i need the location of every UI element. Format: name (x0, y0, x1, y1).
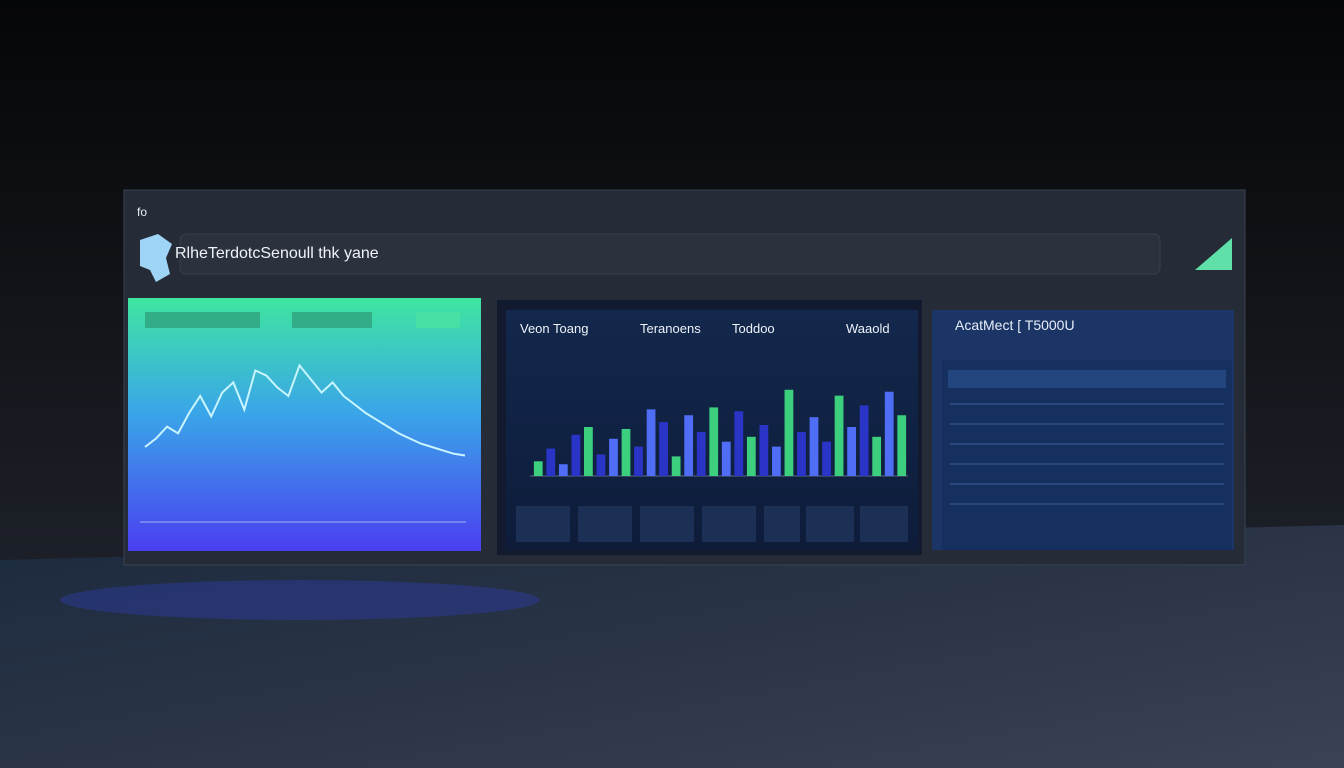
bar (872, 436, 882, 476)
bar (709, 407, 719, 476)
bar (659, 422, 668, 476)
card (640, 506, 694, 542)
bar (696, 431, 706, 476)
bar (834, 395, 844, 476)
card (764, 506, 800, 542)
floor (0, 525, 1344, 768)
bar (847, 427, 856, 476)
card (516, 506, 570, 542)
bar (759, 425, 769, 476)
card (806, 506, 854, 542)
right-table (942, 360, 1232, 550)
bar (897, 415, 907, 476)
bar (646, 409, 656, 476)
corner-icon (1195, 238, 1232, 270)
bar (546, 448, 556, 476)
bar (734, 411, 744, 476)
bar (684, 415, 694, 476)
floor-glow (60, 580, 540, 620)
bar (822, 441, 831, 476)
bar (746, 436, 756, 476)
bar (772, 446, 781, 476)
line (144, 363, 466, 457)
logo (140, 234, 172, 282)
card (702, 506, 756, 542)
heading-group: Veon Toang Teranoens Toddoo Waaold (520, 321, 890, 336)
bar (884, 391, 894, 476)
bar (533, 461, 543, 476)
panel-heading: Teranoens (640, 321, 701, 336)
table-rows (950, 403, 1224, 505)
card (860, 506, 908, 542)
bar (634, 446, 643, 476)
bar (621, 428, 631, 476)
bar (609, 438, 618, 476)
panel-heading: Veon Toang (520, 321, 588, 336)
panel-heading: Toddoo (732, 321, 775, 336)
bar (859, 405, 869, 476)
bar (809, 417, 819, 476)
left-tab (416, 312, 460, 328)
panel-heading: Waaold (846, 321, 890, 336)
bar (784, 389, 794, 476)
bar (671, 456, 681, 476)
card-row (516, 506, 908, 542)
left-tab (145, 312, 260, 328)
left-panel (128, 298, 481, 551)
bar (596, 454, 606, 476)
bar (584, 427, 593, 476)
card (578, 506, 632, 542)
bar (797, 431, 806, 476)
right-table-header (948, 370, 1226, 388)
bar (558, 464, 568, 476)
corner-label: fo (137, 205, 147, 219)
header-title: RlheTerdotcSenoull thk yane (175, 245, 379, 262)
right-title: AcatMect [ T5000U (955, 317, 1075, 333)
bar (721, 441, 731, 476)
left-tab (292, 312, 372, 328)
search-bar (179, 233, 1161, 275)
bar (571, 434, 581, 476)
